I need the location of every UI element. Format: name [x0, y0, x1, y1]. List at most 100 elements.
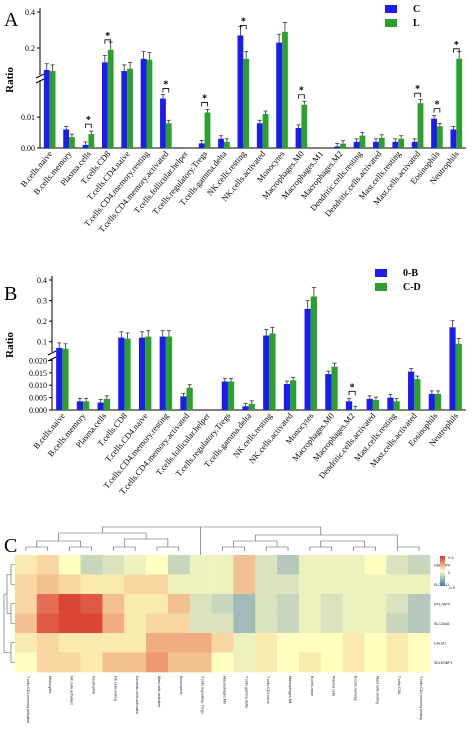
bar-series-2 [434, 393, 442, 410]
heatmap-row-label: SLC26A6 [434, 622, 449, 626]
heatmap-cell [408, 574, 431, 595]
bar-series-1 [180, 396, 187, 410]
bar-series-1 [138, 337, 146, 410]
heatmap-cell [386, 574, 409, 595]
bar-series-2 [223, 141, 230, 148]
bar-series-1 [159, 336, 166, 410]
significance-star: * [299, 86, 304, 97]
bar-series-2 [455, 343, 462, 410]
heatmap-cell [80, 652, 103, 673]
heatmap-cell [36, 652, 59, 673]
dendrogram-branch [36, 540, 81, 547]
heatmap-cell [386, 613, 409, 634]
bar-series-1 [353, 141, 360, 148]
significance-bracket [433, 108, 441, 113]
heatmap-cell [167, 574, 191, 595]
heatmap-cell [298, 555, 322, 575]
bar-series-2 [124, 338, 131, 410]
significance-star: * [434, 100, 439, 111]
bar-series-2 [145, 336, 152, 410]
significance-bracket [453, 48, 460, 53]
heatmap-col-label: T.cells.CD4.naive [266, 676, 270, 704]
heatmap-cell [146, 633, 169, 653]
bar-series-2 [456, 58, 463, 148]
heatmap-col-label: Mast.cells.resting [375, 676, 379, 704]
heatmap-cell [15, 613, 38, 634]
heatmap-cell [408, 613, 431, 634]
heatmap-cell [342, 594, 365, 614]
colorbar-tick-label: -0.5 [448, 585, 456, 590]
heatmap-cell [167, 633, 191, 653]
heatmap-cell [255, 594, 278, 614]
dendrogram-branch [123, 538, 169, 547]
bar-series-2 [248, 403, 255, 410]
significance-star: * [415, 84, 420, 95]
heatmap-cell [320, 555, 343, 575]
y-tick-label: 0.020 [29, 356, 47, 365]
bar-series-1 [140, 58, 147, 148]
dendrogram-branch [353, 546, 376, 551]
dendrogram-branch [69, 546, 92, 551]
heatmap-cell [233, 555, 256, 575]
dendrogram-branch [10, 603, 15, 624]
heatmap-cell [146, 652, 169, 673]
dendrogram-branch [102, 526, 322, 535]
significance-bracket [348, 390, 356, 396]
heatmap-cell [408, 594, 431, 614]
heatmap-cell [102, 613, 125, 634]
heatmap-cell [80, 633, 103, 653]
bar-series-2 [310, 296, 317, 410]
heatmap-cell [124, 652, 147, 673]
heatmap-col-label: NK.cells.activated [70, 676, 74, 705]
bar-series-2 [352, 409, 359, 410]
bar-series-1 [408, 371, 415, 410]
y-tick-label: 0.000 [29, 406, 47, 415]
heatmap-cell [320, 574, 343, 595]
heatmap-cell [102, 594, 125, 614]
heatmap-cell [364, 652, 387, 673]
heatmap-cell [167, 613, 191, 634]
heatmap-cell [124, 633, 147, 653]
bar-series-1 [82, 144, 89, 148]
bar-series-1 [392, 141, 399, 148]
heatmap-cell [408, 633, 431, 653]
heatmap-cell [277, 555, 300, 575]
bar-series-1 [63, 129, 70, 148]
legend-label: C [413, 4, 420, 15]
significance-star: * [86, 115, 91, 126]
heatmap-cell [233, 633, 256, 653]
dendrogram-branch [265, 546, 289, 551]
axis-break-mark [35, 78, 45, 84]
bar-series-2 [88, 134, 95, 148]
legend-swatch [375, 283, 387, 291]
bar-series-1 [366, 398, 373, 410]
bar-series-1 [218, 138, 224, 148]
heatmap-col-label: T.cells.CD4.memory.activated [26, 676, 30, 723]
significance-bracket [298, 94, 305, 99]
significance-star: * [241, 16, 246, 27]
heatmap-cell [364, 613, 387, 634]
heatmap-cell [80, 613, 103, 634]
heatmap-cell [58, 574, 81, 595]
dendrogram-branch [233, 540, 278, 547]
heatmap-cell [211, 574, 234, 595]
heatmap-cell [408, 555, 431, 575]
bar-series-2 [103, 398, 110, 410]
heatmap-cell [58, 613, 81, 634]
heatmap-cell [255, 574, 278, 595]
bar-series-1 [431, 118, 437, 148]
significance-bracket [414, 92, 421, 98]
significance-star: * [163, 80, 168, 91]
bar-series-1 [56, 347, 63, 410]
heatmap-cell [277, 633, 300, 653]
heatmap-cell [189, 652, 212, 673]
panel-label: A [4, 9, 19, 31]
legend-swatch [385, 5, 397, 13]
heatmap-cell [36, 574, 59, 595]
y-tick-label: 0.00 [21, 144, 35, 153]
heatmap-cell [189, 633, 212, 653]
bar-series-1 [283, 384, 291, 410]
bar-series-2 [359, 135, 366, 148]
significance-bracket [85, 123, 92, 129]
heatmap-cell [386, 633, 409, 653]
